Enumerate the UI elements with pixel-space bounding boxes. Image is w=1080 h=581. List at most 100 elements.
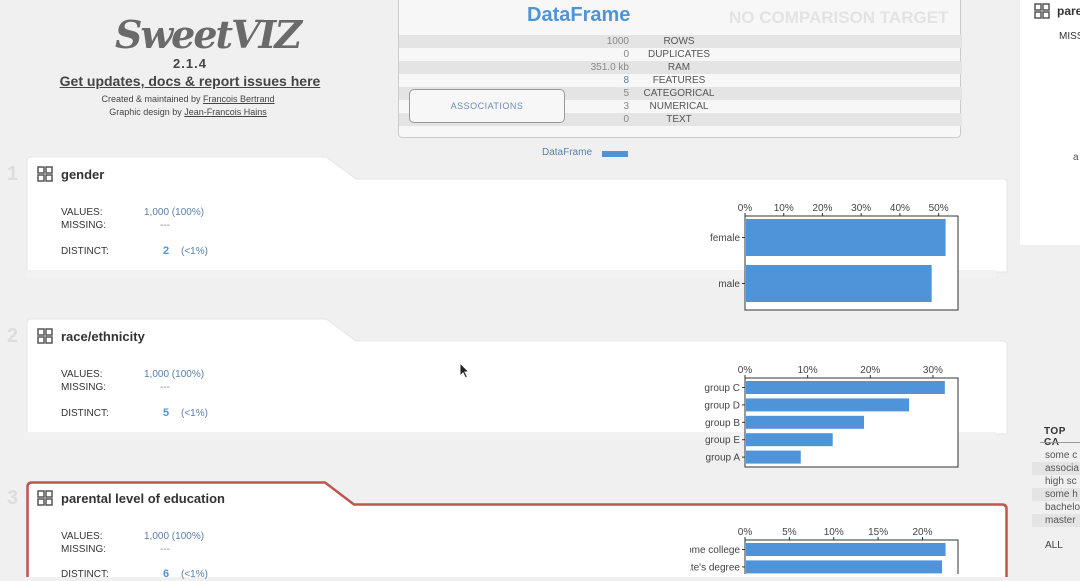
bar-chart-race-ethnicity: 0% 10% 20% 30% group C group D group B group E g… (704, 365, 959, 468)
legend-label: DataFrame (542, 147, 593, 158)
x-tick-label: 30% (923, 365, 943, 376)
top-category-item: high sc (1045, 476, 1077, 487)
all-label: ALL (1045, 540, 1063, 551)
feature-title: gender (61, 167, 105, 182)
feature-index-1: 1 (7, 163, 19, 185)
created-by-line: Created & maintained by Francois Bertran… (101, 94, 275, 104)
values-value: 1,000 (100%) (144, 207, 205, 218)
x-tick-label: 15% (868, 527, 888, 538)
category-label: group A (706, 453, 741, 464)
feature-title: parental level of education (61, 491, 225, 506)
distinct-label: DISTINCT: (61, 246, 109, 257)
category-label: group C (704, 383, 740, 394)
x-tick-label: 50% (929, 203, 949, 214)
top-category-item: master (1032, 514, 1080, 527)
x-tick-label: 0% (738, 365, 753, 376)
category-label: group E (705, 435, 740, 446)
summary-row-rows: 1000 ROWS (399, 35, 962, 48)
designer-link[interactable]: Jean-Francois Hains (184, 107, 267, 117)
summary-row-features: 8 FEATURES (623, 75, 706, 86)
distinct-value: 6 (163, 568, 170, 580)
values-stat: VALUES: (61, 207, 103, 218)
missing-label: MISSING: (61, 544, 107, 555)
updates-link[interactable]: Get updates, docs & report issues here (59, 73, 321, 89)
associations-button[interactable]: ASSOCIATIONS (409, 89, 565, 123)
category-label: female (710, 233, 740, 244)
category-label: some college (690, 545, 740, 556)
x-tick-label: 10% (798, 365, 818, 376)
x-tick-label: 20% (812, 203, 832, 214)
detail-axis-label: a (1073, 152, 1079, 163)
grid-icon (1034, 3, 1050, 19)
card-divider (26, 432, 996, 440)
feature-title: race/ethnicity (61, 329, 145, 344)
bar (746, 433, 833, 447)
bar-chart-gender: 0% 10% 20% 30% 40% 50% female male (710, 203, 959, 311)
detail-missing-label: MISS (1059, 31, 1080, 42)
category-label: male (718, 279, 740, 290)
grid-icon (37, 166, 53, 182)
grid-icon (37, 328, 53, 344)
feature-index-3: 3 (7, 487, 19, 509)
bar-chart-parental-education: 0% 5% 10% 15% 20% some college associate's deg… (657, 527, 959, 579)
bar (746, 415, 865, 429)
values-value: 1,000 (100%) (144, 369, 205, 380)
sweetviz-logo: SweetVIZ (115, 12, 302, 57)
chart-parental-education: 0% 5% 10% 15% 20% some college associate's deg… (657, 522, 980, 579)
chart-gender: 0% 10% 20% 30% 40% 50% female male (690, 198, 980, 317)
missing-value: --- (160, 382, 170, 393)
distinct-value: 2 (163, 245, 170, 257)
distinct-label: DISTINCT: (61, 569, 109, 580)
category-label: associate's degree (690, 562, 740, 573)
x-tick-label: 0% (738, 527, 753, 538)
distinct-pct: (<1%) (181, 246, 208, 257)
bar (746, 450, 801, 464)
design-by-line: Graphic design by Jean-Francois Hains (109, 107, 267, 117)
category-label: group D (704, 400, 740, 411)
mouse-cursor-icon (459, 362, 471, 379)
values-value: 1,000 (100%) (144, 531, 205, 542)
x-tick-label: 0% (738, 203, 753, 214)
grid-icon (37, 490, 53, 506)
bar (746, 265, 932, 302)
missing-value: --- (160, 544, 170, 555)
feature-index-2: 2 (7, 325, 19, 347)
top-category-item: associa (1032, 462, 1080, 475)
chart-race-ethnicity: 0% 10% 20% 30% group C group D group B group E g… (690, 360, 980, 479)
detail-panel (1020, 0, 1080, 245)
values-label: VALUES: (61, 369, 103, 380)
missing-value: --- (160, 220, 170, 231)
x-tick-label: 5% (782, 527, 797, 538)
bar (746, 381, 945, 394)
distinct-pct: (<1%) (181, 408, 208, 419)
dataframe-summary-panel: DataFrame NO COMPARISON TARGET 1000 ROWS… (398, 0, 962, 138)
missing-label: MISSING: (61, 220, 107, 231)
dataframe-title: DataFrame (527, 4, 631, 26)
x-tick-label: 10% (824, 527, 844, 538)
x-tick-label: 30% (851, 203, 871, 214)
x-tick-label: 40% (890, 203, 910, 214)
summary-row-duplicates: 0 DUPLICATES (623, 49, 711, 60)
bar (746, 219, 946, 256)
no-comparison-label: NO COMPARISON TARGET (729, 8, 949, 27)
version-label: 2.1.4 (173, 56, 207, 71)
detail-panel-title: pare (1057, 4, 1080, 18)
distinct-pct: (<1%) (181, 569, 208, 580)
values-label: VALUES: (61, 531, 103, 542)
top-category-item: bachelo (1045, 502, 1080, 513)
top-category-item: some c (1045, 450, 1078, 461)
distinct-label: DISTINCT: (61, 408, 109, 419)
summary-row-ram: 351.0 kb RAM (399, 61, 962, 74)
x-tick-label: 20% (912, 527, 932, 538)
author-link[interactable]: Francois Bertrand (203, 94, 275, 104)
distinct-value: 5 (163, 407, 170, 419)
top-category-item: some h (1032, 488, 1080, 501)
x-tick-label: 20% (860, 365, 880, 376)
category-label: group B (705, 418, 740, 429)
legend-swatch (602, 151, 628, 157)
top-categories-divider (1040, 442, 1080, 443)
summary-row-numerical: 3 NUMERICAL (623, 101, 709, 112)
missing-label: MISSING: (61, 382, 107, 393)
bar (746, 398, 910, 412)
bar (746, 560, 943, 574)
